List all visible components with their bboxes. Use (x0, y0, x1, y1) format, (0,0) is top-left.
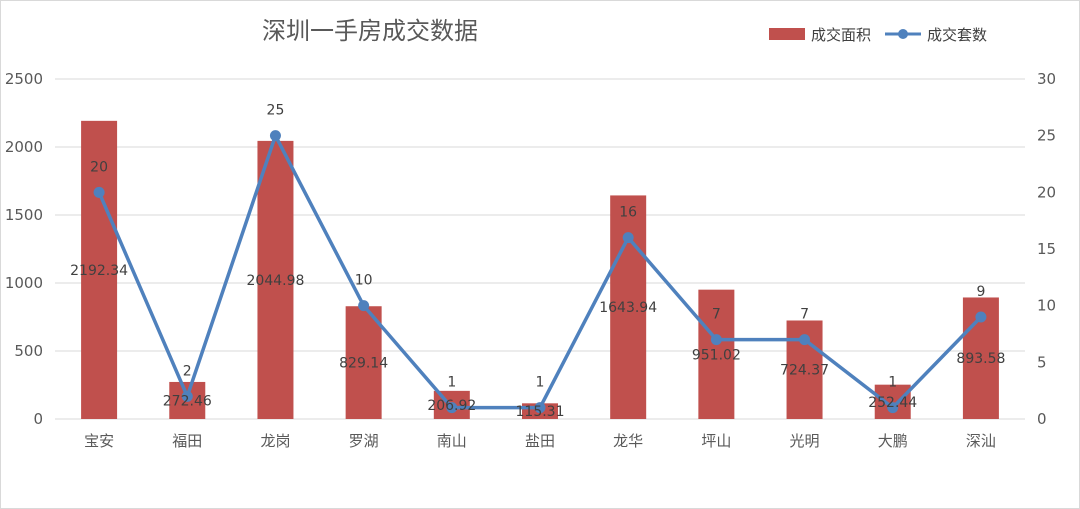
bar-data-label: 252.44 (868, 395, 917, 411)
category-label: 盐田 (525, 432, 555, 450)
left-tick-label: 1500 (5, 206, 43, 224)
category-label: 大鹏 (878, 432, 908, 450)
left-tick-label: 1000 (5, 274, 43, 292)
legend: 成交面积 成交套数 (769, 26, 987, 44)
bar-data-labels: 2192.34 272.46 2044.98 829.14 206.92 115.31 16… (70, 263, 1005, 420)
line-data-label: 9 (976, 284, 985, 300)
bar (874, 384, 911, 419)
bar-series (81, 120, 999, 419)
line-data-labels: 20 2 25 10 1 1 16 7 7 1 9 (90, 103, 985, 391)
line-point (181, 390, 193, 402)
category-label: 南山 (437, 432, 467, 450)
bar (81, 120, 118, 419)
right-tick-label: 15 (1037, 240, 1056, 258)
bar-data-label: 206.92 (427, 398, 476, 414)
line-series (93, 130, 987, 414)
line-point (799, 334, 811, 346)
right-tick-label: 10 (1037, 297, 1056, 315)
legend-label-line: 成交套数 (927, 26, 987, 44)
category-label: 福田 (172, 432, 202, 450)
bar-data-label: 272.46 (163, 393, 212, 409)
bar-data-label: 829.14 (339, 356, 388, 372)
series-line (97, 133, 983, 410)
line-data-label: 16 (619, 205, 637, 221)
legend-swatch-marker (898, 29, 908, 39)
right-tick-label: 0 (1037, 410, 1047, 428)
bar-data-label: 2044.98 (247, 273, 305, 289)
line-data-label: 7 (712, 307, 721, 323)
right-tick-label: 30 (1037, 70, 1056, 88)
line-point (710, 334, 722, 346)
category-label: 深汕 (966, 432, 996, 450)
category-label: 坪山 (701, 432, 731, 450)
right-tick-label: 5 (1037, 353, 1047, 371)
left-tick-label: 2000 (5, 138, 43, 156)
line-data-label: 1 (447, 375, 456, 391)
line-data-label: 25 (267, 103, 285, 119)
line-data-label: 1 (888, 375, 897, 391)
line-point (446, 402, 458, 414)
category-labels: 宝安 福田 龙岗 罗湖 南山 盐田 龙华 坪山 光明 大鹏 深汕 (84, 432, 996, 450)
category-label: 光明 (790, 432, 820, 450)
legend-label-bar: 成交面积 (811, 26, 871, 44)
right-tick-label: 20 (1037, 183, 1056, 201)
line-point (534, 402, 546, 414)
line-point (269, 130, 281, 142)
legend-swatch-bar (769, 28, 805, 40)
bar-data-label: 115.31 (516, 404, 565, 420)
left-tick-label: 500 (14, 342, 43, 360)
left-tick-label: 2500 (5, 70, 43, 88)
bar-data-label: 893.58 (956, 351, 1005, 367)
bar (345, 306, 382, 419)
bar-data-label: 951.02 (692, 347, 741, 363)
line-point (93, 186, 105, 198)
line-data-label: 2 (183, 363, 192, 379)
right-tick-label: 25 (1037, 127, 1056, 145)
line-point (358, 300, 370, 312)
line-point (975, 311, 987, 323)
category-label: 宝安 (84, 432, 114, 450)
gridlines (55, 78, 1025, 420)
bar (698, 289, 735, 419)
line-data-label: 1 (536, 375, 545, 391)
bar-data-label: 724.37 (780, 363, 829, 379)
line-point (887, 402, 899, 414)
bar (257, 140, 294, 419)
bar-data-label: 1643.94 (599, 300, 657, 316)
category-label: 龙华 (613, 432, 643, 450)
left-axis-ticks: 0 500 1000 1500 2000 2500 (5, 70, 43, 428)
line-data-label: 10 (355, 273, 373, 289)
line-data-label: 7 (800, 307, 809, 323)
line-data-label: 20 (90, 159, 108, 175)
bar-data-label: 2192.34 (70, 263, 128, 279)
category-label: 龙岗 (260, 432, 290, 450)
line-point (622, 232, 634, 244)
right-axis-ticks: 0 5 10 15 20 25 30 (1037, 70, 1056, 428)
left-tick-label: 0 (33, 410, 43, 428)
category-label: 罗湖 (349, 432, 379, 450)
chart-title: 深圳一手房成交数据 (262, 17, 478, 45)
